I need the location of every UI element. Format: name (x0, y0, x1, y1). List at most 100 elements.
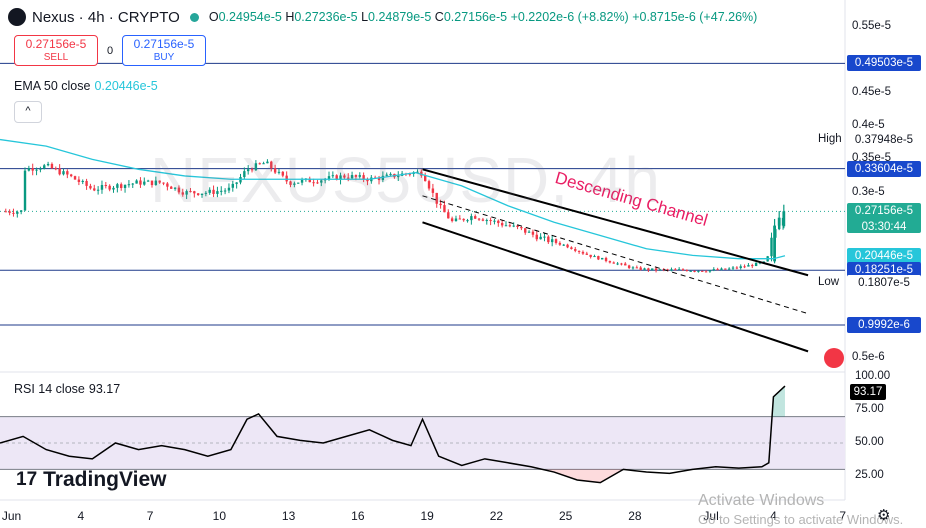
candle (547, 236, 550, 243)
channel-mid-line (422, 195, 809, 315)
ema-label[interactable]: 0.20446e-5 (847, 247, 921, 264)
tradingview-logo[interactable]: 17 TradingView (16, 468, 167, 491)
candle (308, 178, 311, 183)
candle (512, 225, 515, 227)
candle (181, 192, 184, 195)
candle (708, 270, 712, 272)
level-09992[interactable]: 0.9992e-6 (847, 316, 921, 333)
candle (66, 171, 69, 175)
buy-button[interactable]: 0.27156e-5 BUY (122, 35, 206, 66)
candle (485, 220, 488, 222)
candle (385, 174, 388, 176)
candle (85, 180, 88, 186)
candle (258, 163, 261, 165)
price-tick-4: 0.3e-5 (852, 185, 885, 198)
candle (558, 242, 562, 245)
candle (81, 180, 84, 182)
us-flag-icon[interactable] (824, 348, 844, 368)
candle (19, 210, 23, 212)
candle (358, 175, 361, 177)
candle (158, 180, 161, 183)
candle (196, 193, 200, 195)
trade-panel: 0.27156e-5 SELL 0 0.27156e-5 BUY (14, 35, 206, 66)
candle (104, 185, 108, 187)
rsi-overbought-fill (772, 386, 785, 417)
time-tick-0: Jun (2, 509, 21, 523)
sell-button[interactable]: 0.27156e-5 SELL (14, 35, 98, 66)
candle (177, 187, 181, 193)
candle (716, 269, 719, 271)
symbol-watermark: NEXUS5USD, 4h (150, 144, 661, 216)
candle (120, 184, 123, 188)
candle (377, 177, 381, 181)
candle (185, 191, 188, 195)
candle (658, 269, 662, 271)
candle (608, 261, 612, 263)
ema-line (0, 138, 786, 260)
candle (562, 244, 565, 246)
rsi-legend[interactable]: RSI 14 close 93.17 (14, 382, 121, 396)
candle (758, 262, 762, 264)
candle (270, 161, 273, 169)
candle (43, 165, 46, 169)
candle (331, 175, 335, 177)
candle (54, 168, 57, 170)
time-tick-9: 28 (628, 509, 642, 523)
windows-activation-title: Activate Windows (698, 492, 825, 509)
candle (477, 218, 481, 220)
candle (435, 192, 438, 204)
candle (535, 234, 538, 240)
level-049503[interactable]: 0.49503e-5 (847, 55, 921, 72)
settings-gear-icon[interactable]: ⚙ (877, 507, 891, 524)
candle (146, 180, 150, 182)
candle (631, 267, 635, 269)
candle (297, 182, 300, 184)
symbol-title[interactable]: Nexus · 4h · CRYPTO (32, 8, 180, 26)
candle (524, 228, 527, 233)
candle (35, 169, 38, 171)
candle (762, 261, 766, 263)
candle (497, 220, 500, 224)
candle (89, 185, 92, 189)
candle (751, 265, 754, 267)
candle (589, 254, 592, 257)
candle (466, 220, 469, 222)
candle (220, 190, 223, 192)
candle (123, 184, 127, 188)
candle (670, 269, 673, 271)
candle (27, 168, 31, 171)
candle (508, 225, 512, 227)
high-label[interactable]: 0.37948e-5 (847, 131, 921, 148)
candle (527, 231, 531, 233)
candle (470, 216, 473, 221)
candle (254, 163, 258, 171)
candle (23, 170, 27, 211)
candle (616, 263, 619, 265)
price-label[interactable]: 0.27156e-5 03:30:44 (847, 203, 921, 234)
level-018251[interactable]: 0.18251e-5 (847, 262, 921, 279)
candle (46, 163, 50, 166)
candle (439, 203, 442, 206)
high-label-prefix: High (818, 132, 842, 145)
candle (585, 253, 589, 255)
candle (431, 188, 435, 193)
candle (77, 179, 81, 182)
time-tick-4: 13 (282, 509, 296, 523)
spike-candle-0 (773, 225, 776, 262)
candle (427, 181, 431, 189)
bar-countdown: 03:30:44 (861, 221, 907, 234)
collapse-indicators-button[interactable]: ^ (14, 101, 42, 123)
time-tick-5: 16 (351, 509, 365, 523)
candle (681, 269, 685, 271)
ema-legend[interactable]: EMA 50 close 0.20446e-5 (14, 79, 158, 93)
candle (12, 212, 15, 214)
candle (731, 267, 735, 269)
candle (4, 211, 7, 213)
candle (423, 175, 427, 182)
time-tick-12: 7 (839, 509, 846, 523)
time-tick-6: 19 (420, 509, 434, 523)
low-label[interactable]: 0.1807e-5 (847, 275, 921, 292)
candle (320, 180, 323, 183)
level-033604[interactable]: 0.33604e-5 (847, 160, 921, 177)
